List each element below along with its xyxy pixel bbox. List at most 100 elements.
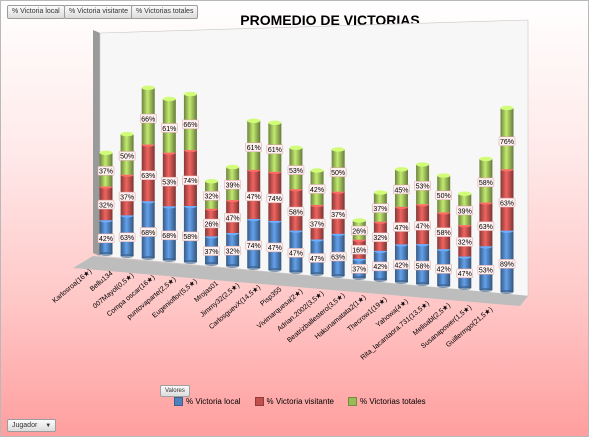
data-label-2-13: 16%: [352, 248, 366, 255]
bar-base-17: [437, 284, 451, 288]
data-label-bg-3-16: [414, 181, 431, 191]
values-field-button[interactable]: Valores: [160, 385, 190, 397]
data-label-1-6: 37%: [205, 249, 219, 256]
bar-cap-3-16: [416, 162, 430, 167]
data-label-bg-1-13: [351, 264, 368, 274]
data-label-1-4: 68%: [162, 233, 176, 240]
data-label-3-16: 53%: [416, 184, 430, 191]
back-wall-side: [93, 30, 100, 256]
data-label-bg-2-6: [203, 218, 220, 229]
data-label-bg-3-5: [182, 119, 199, 130]
data-label-1-17: 42%: [437, 267, 451, 274]
bar-base-4: [162, 258, 176, 262]
data-label-1-9: 47%: [268, 245, 282, 252]
bar-base-8: [247, 266, 261, 270]
bar-cap-3-20: [500, 105, 514, 111]
data-label-2-4: 53%: [162, 179, 176, 186]
data-label-bg-3-7: [224, 179, 241, 190]
data-label-bg-2-11: [308, 218, 326, 229]
data-label-bg-2-18: [456, 237, 474, 247]
legend-swatch-totales: [347, 397, 357, 406]
data-label-3-13: 26%: [352, 228, 366, 235]
data-label-2-17: 58%: [437, 230, 451, 237]
legend-item-local: % Victoria local: [174, 397, 241, 406]
data-label-2-11: 37%: [310, 221, 324, 228]
data-label-1-1: 42%: [99, 236, 113, 243]
data-label-bg-1-12: [329, 251, 347, 262]
jugador-filter-label: Jugador: [12, 422, 38, 429]
data-label-bg-1-14: [372, 261, 389, 272]
bar-cap-3-17: [437, 173, 451, 178]
data-label-2-3: 63%: [141, 173, 155, 180]
data-label-3-11: 42%: [310, 187, 324, 194]
legend-swatch-local: [174, 397, 183, 406]
chart-floor: [73, 256, 528, 306]
data-label-bg-3-1: [97, 166, 115, 176]
legend-label-local: % Victoria local: [186, 397, 241, 406]
data-label-bg-1-20: [498, 259, 516, 269]
data-label-bg-2-1: [97, 199, 115, 210]
bar-cap-3-4: [162, 96, 176, 102]
bar-cap-3-9: [268, 120, 282, 126]
data-label-bg-1-19: [477, 265, 495, 275]
data-label-2-18: 32%: [458, 240, 472, 247]
legend: % Victoria local % Victoria visitante % …: [174, 397, 426, 406]
data-label-2-10: 58%: [289, 209, 303, 216]
bar-cap-3-7: [226, 164, 240, 170]
data-label-bg-1-17: [435, 264, 452, 274]
category-label-3: 007Mayol(0,5★): [91, 271, 135, 310]
bar-cap-3-18: [458, 191, 472, 196]
data-label-3-5: 66%: [183, 122, 197, 129]
bar-cap-3-13: [352, 218, 366, 223]
data-label-bg-1-8: [245, 240, 262, 251]
data-label-3-1: 37%: [99, 169, 113, 176]
data-label-bg-1-15: [393, 259, 410, 270]
bar-base-7: [226, 264, 240, 268]
category-label-8: Jimmy32(2,5★): [199, 281, 241, 318]
data-label-bg-3-12: [329, 167, 347, 177]
data-label-bg-3-2: [118, 151, 136, 161]
legend-item-visitante: % Victoria visitante: [254, 397, 334, 406]
category-label-1: Karlosroa(16★): [51, 267, 93, 304]
field-button-victoria-local[interactable]: % Victoria local: [7, 5, 65, 19]
field-button-victorias-totales[interactable]: % Victorias totales: [131, 5, 199, 19]
data-label-1-2: 63%: [120, 235, 134, 242]
bar-base-5: [183, 260, 197, 264]
data-label-2-15: 47%: [394, 225, 408, 232]
bar-cap-3-11: [310, 168, 324, 173]
data-label-3-17: 50%: [437, 193, 451, 200]
data-label-3-19: 58%: [479, 180, 493, 187]
bar-cap-3-15: [394, 167, 408, 172]
data-label-1-19: 53%: [479, 268, 493, 275]
data-label-bg-2-5: [182, 175, 199, 186]
data-label-bg-1-3: [139, 227, 157, 237]
bar-cap-3-12: [331, 147, 345, 152]
bar-cap-3-2: [120, 131, 134, 137]
bar-base-15: [394, 280, 408, 284]
data-label-bg-2-14: [372, 232, 389, 243]
data-label-bg-2-7: [224, 212, 241, 223]
legend-label-totales: % Victorias totales: [359, 397, 426, 406]
data-label-3-9: 61%: [268, 147, 282, 154]
data-label-bg-1-5: [182, 231, 199, 242]
data-label-3-6: 32%: [205, 194, 219, 201]
data-label-bg-2-15: [393, 222, 410, 232]
data-label-3-4: 61%: [162, 126, 176, 133]
data-label-1-3: 68%: [141, 230, 155, 237]
data-label-1-20: 89%: [500, 262, 514, 269]
data-label-bg-1-11: [308, 253, 326, 263]
legend-label-visitante: % Victoria visitante: [266, 397, 334, 406]
data-label-bg-2-10: [287, 206, 305, 217]
bar-cap-3-3: [141, 85, 155, 91]
data-label-3-2: 50%: [120, 154, 134, 161]
data-label-2-9: 74%: [268, 196, 282, 203]
data-label-bg-2-19: [477, 221, 495, 231]
data-label-bg-3-15: [393, 184, 410, 195]
data-label-1-10: 47%: [289, 251, 303, 258]
data-label-3-14: 37%: [373, 206, 387, 213]
legend-swatch-visitante: [254, 397, 264, 406]
data-label-bg-3-6: [203, 191, 220, 201]
jugador-filter-button[interactable]: Jugador ▼: [7, 419, 57, 432]
data-label-3-20: 76%: [500, 139, 514, 146]
bar-cap-3-14: [373, 190, 387, 195]
